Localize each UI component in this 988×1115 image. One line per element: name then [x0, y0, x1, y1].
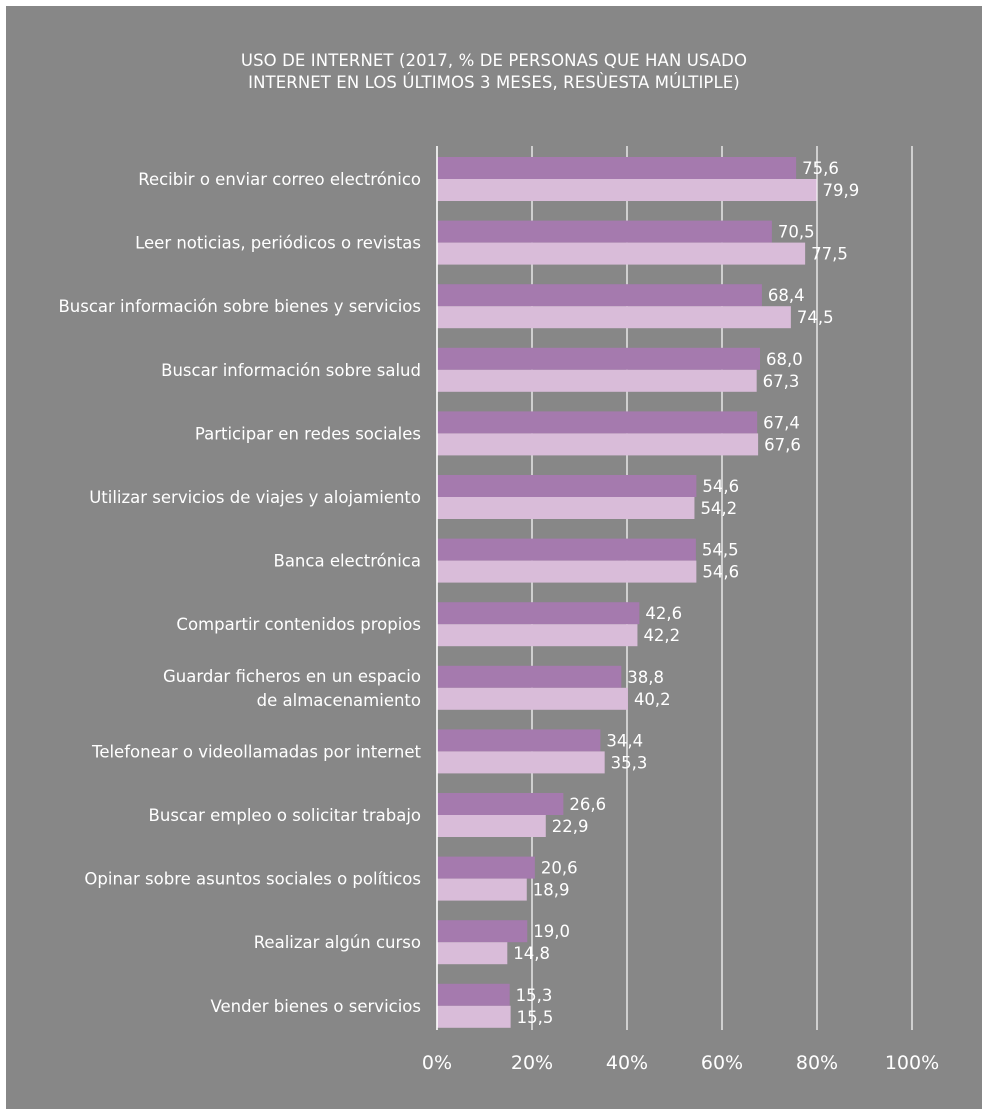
- chart-panel: USO DE INTERNET (2017, % DE PERSONAS QUE…: [6, 6, 982, 1109]
- bar-series-2: [437, 687, 628, 710]
- data-label: 15,5: [517, 1008, 554, 1027]
- data-label: 38,8: [627, 668, 664, 687]
- x-tick-label: 0%: [422, 1052, 452, 1074]
- data-label: 19,0: [533, 922, 570, 941]
- data-label: 14,8: [513, 944, 550, 963]
- bar-series-1: [437, 920, 528, 943]
- data-label: 22,9: [552, 817, 589, 836]
- bar-series-2: [437, 560, 697, 583]
- bar-series-2: [437, 1005, 511, 1028]
- data-label: 75,6: [802, 159, 839, 178]
- data-label: 68,4: [768, 286, 805, 305]
- data-label: 26,6: [569, 795, 606, 814]
- data-label: 74,5: [797, 308, 834, 327]
- data-label: 54,6: [702, 563, 739, 582]
- x-tick-label: 100%: [885, 1052, 939, 1074]
- bar-series-2: [437, 942, 508, 965]
- data-label: 70,5: [778, 223, 815, 242]
- category-label: Guardar ficheros en un espacio: [163, 667, 421, 686]
- bar-series-2: [437, 306, 791, 329]
- bar-series-2: [437, 179, 817, 201]
- bar-series-1: [437, 347, 760, 370]
- data-label: 42,6: [645, 604, 682, 623]
- category-label: Realizar algún curso: [254, 933, 421, 952]
- x-tick-label: 80%: [796, 1052, 838, 1074]
- category-label: Utilizar servicios de viajes y alojamien…: [89, 488, 421, 507]
- data-label: 42,2: [643, 626, 680, 645]
- category-label: de almacenamiento: [257, 691, 421, 710]
- data-label: 20,6: [541, 859, 578, 878]
- category-label: Buscar información sobre salud: [161, 361, 421, 380]
- category-label: Compartir contenidos propios: [176, 615, 421, 634]
- data-label: 68,0: [766, 350, 803, 369]
- bar-series-1: [437, 220, 772, 243]
- category-label: Vender bienes o servicios: [211, 997, 422, 1016]
- bar-series-1: [437, 856, 535, 879]
- data-label: 54,5: [702, 541, 739, 560]
- bar-series-2: [437, 242, 806, 265]
- data-label: 15,3: [516, 986, 553, 1005]
- bar-series-1: [437, 411, 758, 434]
- bar-series-1: [437, 475, 697, 497]
- bar-series-1: [437, 983, 510, 1006]
- bar-series-1: [437, 538, 696, 561]
- data-label: 77,5: [811, 245, 848, 264]
- category-label: Telefonear o videollamadas por internet: [91, 742, 421, 761]
- data-label: 40,2: [634, 690, 671, 709]
- bar-series-2: [437, 369, 757, 392]
- data-label: 54,6: [702, 477, 739, 496]
- bar-series-2: [437, 497, 695, 519]
- data-label: 34,4: [606, 731, 643, 750]
- bar-series-2: [437, 433, 759, 456]
- category-label: Buscar empleo o solicitar trabajo: [149, 806, 421, 825]
- bar-series-2: [437, 878, 527, 901]
- bar-series-2: [437, 751, 605, 774]
- chart-title: USO DE INTERNET (2017, % DE PERSONAS QUE…: [6, 50, 982, 94]
- bar-series-1: [437, 602, 640, 625]
- x-tick-label: 40%: [606, 1052, 648, 1074]
- data-label: 67,3: [763, 372, 800, 391]
- category-label: Opinar sobre asuntos sociales o político…: [84, 870, 421, 889]
- x-tick-label: 60%: [701, 1052, 743, 1074]
- bar-series-2: [437, 815, 546, 837]
- category-label: Participar en redes sociales: [195, 424, 421, 443]
- x-tick-label: 20%: [511, 1052, 553, 1074]
- data-label: 35,3: [611, 753, 648, 772]
- data-label: 18,9: [533, 881, 570, 900]
- bar-series-1: [437, 665, 622, 688]
- bar-chart: 75,6 79,9 Recibir o enviar correo electrón…: [58, 146, 939, 1074]
- data-label: 79,9: [823, 181, 860, 200]
- bar-series-1: [437, 729, 601, 752]
- bar-series-1: [437, 793, 564, 815]
- category-label: Buscar información sobre bienes y servic…: [58, 297, 421, 316]
- data-label: 54,2: [700, 499, 737, 518]
- data-label: 67,4: [763, 413, 800, 432]
- bar-series-1: [437, 284, 762, 307]
- category-label: Banca electrónica: [274, 552, 422, 571]
- data-label: 67,6: [764, 435, 801, 454]
- category-label: Recibir o enviar correo electrónico: [138, 170, 421, 189]
- chart-title-line-1: USO DE INTERNET (2017, % DE PERSONAS QUE…: [240, 51, 748, 70]
- chart-title-line-2: INTERNET EN LOS ÚLTIMOS 3 MESES, RESÙEST…: [248, 73, 740, 92]
- bar-series-2: [437, 624, 638, 647]
- category-label: Leer noticias, periódicos o revistas: [135, 234, 421, 253]
- bar-series-1: [437, 157, 797, 179]
